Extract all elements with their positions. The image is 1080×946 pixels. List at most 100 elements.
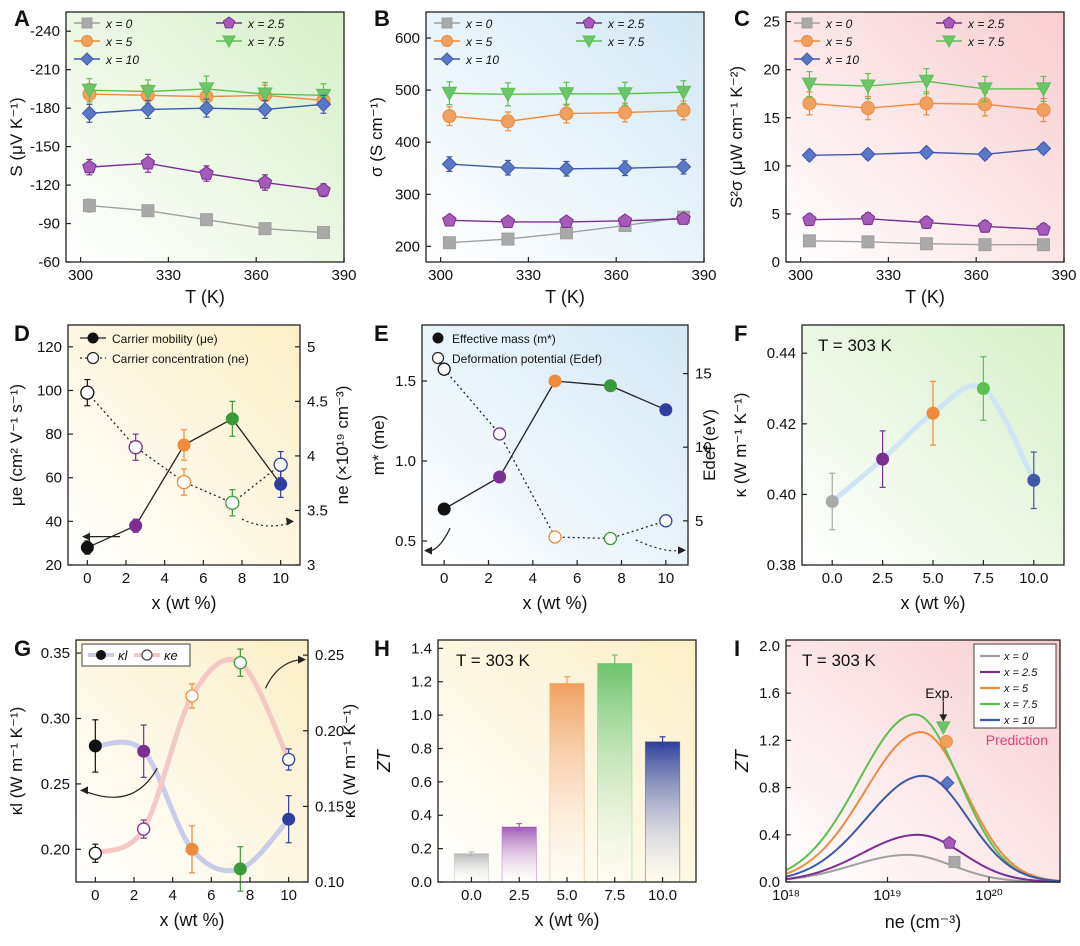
y2-axis-label: κe (W m⁻¹ K⁻¹) xyxy=(340,704,359,818)
data-point xyxy=(802,96,817,111)
x-axis-label: x (wt %) xyxy=(160,910,225,930)
legend-marker xyxy=(432,332,444,344)
bar xyxy=(549,682,585,883)
bar xyxy=(501,826,537,883)
panel-d: D 0 2 4 6 8 10 20 40 60 80 100 120 3 3.5 4 4.5 5 x (wt %) μ… xyxy=(7,321,352,613)
y-tick-label: 400 xyxy=(395,134,420,151)
data-point xyxy=(257,174,273,189)
data-point xyxy=(978,238,992,252)
legend-label: x = 0 xyxy=(1003,651,1029,663)
y-axis-label: ZT xyxy=(732,748,752,773)
x-tick-label: 330 xyxy=(156,267,181,284)
data-point xyxy=(802,234,816,248)
legend-label: x = 5 xyxy=(1003,683,1029,695)
y-axis-label: σ (S cm⁻¹) xyxy=(367,97,386,177)
deformation-point xyxy=(437,362,451,376)
y-tick-label: 120 xyxy=(37,339,62,356)
bar xyxy=(597,662,633,883)
concentration-point xyxy=(273,457,288,472)
x-tick-label: 10 xyxy=(272,570,289,587)
panel-f: F 0.0 2.5 5.0 7.5 10.0 0.38 0.40 0.42 0.44 T = 303… xyxy=(731,321,1065,613)
y-tick-label: 0.8 xyxy=(759,780,780,797)
y-axis-label: μe (cm² V⁻¹ s⁻¹) xyxy=(7,384,26,506)
deformation-point xyxy=(659,514,673,528)
y-tick-label: 1.2 xyxy=(759,732,780,749)
data-point xyxy=(617,160,633,176)
prediction-curve xyxy=(785,731,1061,882)
x-tick-label: 7.5 xyxy=(973,570,994,587)
y-tick-label: 80 xyxy=(45,426,62,443)
deformation-point xyxy=(603,531,618,546)
data-point xyxy=(257,101,273,118)
data-point xyxy=(676,103,691,118)
x-tick-label: 300 xyxy=(788,267,813,284)
y-tick-label: 0.15 xyxy=(315,798,344,815)
x-tick-label: 2.5 xyxy=(509,887,530,904)
panel-label: B xyxy=(374,6,390,31)
legend-box xyxy=(973,643,1057,729)
y-tick-label: -180 xyxy=(30,100,60,117)
data-point xyxy=(918,144,935,161)
y-tick-label: 0.2 xyxy=(411,841,432,858)
panel-label: I xyxy=(734,636,740,661)
panel-b: B 300 330 360 390 200 300 400 500 600 T (K) σ (S cm… xyxy=(367,6,717,307)
x-tick-label: 330 xyxy=(516,267,541,284)
x-tick-label: 0.0 xyxy=(822,570,843,587)
kappa-point xyxy=(825,494,839,508)
data-point xyxy=(199,165,214,180)
y-tick-label: -150 xyxy=(30,139,60,156)
data-point xyxy=(501,232,515,246)
mobility-point xyxy=(274,477,288,491)
data-point xyxy=(199,213,213,227)
legend-marker xyxy=(87,332,99,344)
data-point xyxy=(258,222,272,236)
legend-marker xyxy=(942,35,956,49)
x-tick-label: 390 xyxy=(1051,267,1076,284)
x-tick-label: 0 xyxy=(91,887,99,904)
arrow-right xyxy=(264,659,301,689)
x-axis-label: x (wt %) xyxy=(523,593,588,613)
legend-label: x = 7.5 xyxy=(607,35,645,49)
data-point xyxy=(617,105,632,120)
data-point xyxy=(198,82,215,97)
data-point xyxy=(1035,82,1052,97)
experimental-point xyxy=(939,735,953,749)
x-tick-label: 5.0 xyxy=(923,570,944,587)
data-point xyxy=(559,214,574,229)
y-tick-label: 40 xyxy=(45,513,62,530)
data-point xyxy=(617,213,633,228)
y-tick-label: 100 xyxy=(37,382,62,399)
y-tick-label: 0.44 xyxy=(767,345,796,362)
data-point xyxy=(675,158,692,175)
legend-label: x = 0 xyxy=(465,17,493,31)
y-tick-label: 0.25 xyxy=(315,647,344,664)
x-tick-label: 4 xyxy=(160,570,168,587)
legend-marker xyxy=(222,35,236,49)
panel-label: E xyxy=(374,321,389,346)
legend-marker xyxy=(441,17,453,29)
x-tick-label: 6 xyxy=(207,887,215,904)
panel-i: I 10¹⁸ 10¹⁹ 10²⁰ 0.0 0.4 0.8 1.2 1.6 2.0 T = 303 K… xyxy=(732,636,1061,932)
x-tick-label: 360 xyxy=(604,267,629,284)
x-tick-label: 7.5 xyxy=(604,887,625,904)
x-tick-label: 8 xyxy=(238,570,246,587)
prediction-curve xyxy=(785,833,1061,883)
y-tick-label: 200 xyxy=(395,238,420,255)
y-tick-label: 0.20 xyxy=(315,723,344,740)
kappa-l-point xyxy=(282,812,296,826)
data-point xyxy=(860,211,876,225)
legend-marker xyxy=(96,650,106,660)
data-point xyxy=(82,199,96,213)
y-tick-label: 5 xyxy=(772,206,780,223)
x-tick-label: 0 xyxy=(440,570,448,587)
x-axis-label: x (wt %) xyxy=(535,910,600,930)
legend-label: x = 10 xyxy=(105,53,139,67)
y-tick-label: 0.10 xyxy=(315,874,344,891)
plot-background xyxy=(422,325,688,565)
panel-label: G xyxy=(14,636,31,661)
y-tick-label: 0.0 xyxy=(759,874,780,891)
data-point xyxy=(442,236,456,250)
legend-marker xyxy=(440,52,454,66)
prediction-annotation: Prediction xyxy=(986,732,1048,748)
kappa-l-point xyxy=(88,739,102,753)
